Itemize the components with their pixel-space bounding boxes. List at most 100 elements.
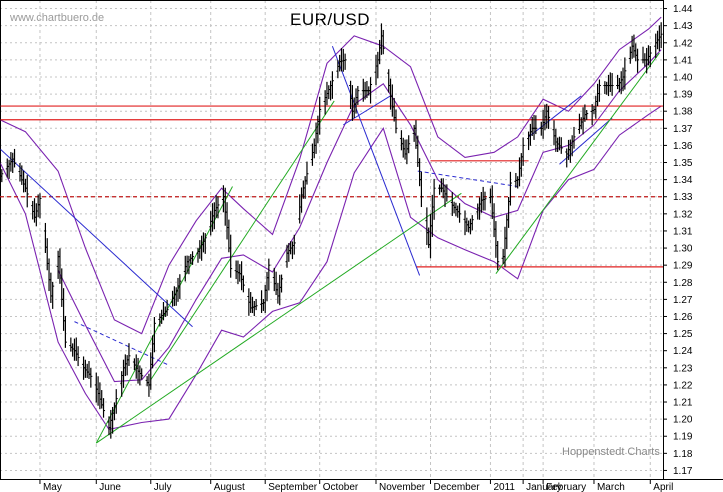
ohlc-bar: [399, 130, 403, 151]
ohlc-bar: [374, 54, 378, 86]
ohlc-bar: [494, 221, 498, 258]
ohlc-bar: [503, 226, 507, 268]
ohlc-bar: [252, 300, 256, 317]
ohlc-bar: [254, 299, 258, 311]
ohlc-bar: [249, 292, 253, 313]
ohlc-bar: [476, 203, 480, 220]
y-tick-label: 1.32: [673, 209, 693, 220]
ohlc-bar: [450, 192, 454, 216]
ohlc-bar: [468, 218, 472, 235]
ohlc-bar: [276, 282, 280, 304]
ohlc-bar: [634, 43, 638, 62]
ohlc-bar: [265, 271, 269, 302]
ohlc-bar: [69, 337, 73, 352]
y-tick-label: 1.19: [673, 432, 693, 443]
ohlc-bar: [532, 114, 536, 140]
chart-title: EUR/USD: [289, 10, 370, 29]
ohlc-bar: [657, 25, 661, 52]
ohlc-bar: [428, 213, 432, 259]
ohlc-bar: [432, 178, 436, 220]
ohlc-bar: [211, 203, 215, 232]
trend-line: [0, 148, 193, 328]
ohlc-bar: [401, 137, 405, 158]
ohlc-bar: [327, 85, 331, 100]
ohlc-bar: [597, 79, 601, 102]
trend-line: [559, 117, 613, 165]
ohlc-bar: [659, 22, 663, 49]
ohlc-bar: [152, 317, 156, 353]
x-tick-label: March: [597, 482, 625, 492]
y-tick-label: 1.27: [673, 295, 693, 306]
y-tick-label: 1.21: [673, 398, 693, 409]
ohlc-bar: [100, 390, 104, 409]
ohlc-bar: [305, 161, 309, 185]
ohlc-bar: [280, 274, 284, 293]
ohlc-bar: [38, 193, 42, 219]
ohlc-bar: [518, 157, 522, 187]
ohlc-bar: [592, 105, 596, 115]
ohlc-bar: [570, 135, 574, 157]
ohlc-bar: [36, 194, 40, 218]
ohlc-bar: [329, 80, 333, 101]
trend-line: [95, 186, 233, 444]
ohlc-bar: [74, 337, 78, 361]
ohlc-bar: [274, 271, 278, 296]
ohlc-bar: [579, 117, 583, 130]
ohlc-bar: [596, 83, 600, 107]
bollinger-band-middle: [57, 49, 662, 383]
ohlc-bar: [122, 359, 126, 388]
ohlc-bar: [572, 126, 576, 149]
y-tick-label: 1.42: [673, 38, 693, 49]
ohlc-bar: [238, 264, 242, 282]
ohlc-bar: [521, 137, 525, 166]
ohlc-bar: [87, 361, 91, 379]
ohlc-bar: [216, 196, 220, 219]
ohlc-bar: [76, 346, 80, 367]
y-tick-label: 1.33: [673, 192, 693, 203]
ohlc-bar: [290, 241, 294, 260]
ohlc-bar: [379, 23, 383, 55]
bollinger-band-upper: [0, 16, 662, 335]
y-tick-label: 1.35: [673, 158, 693, 169]
ohlc-bar: [278, 274, 282, 306]
ohlc-bar: [191, 251, 195, 265]
y-tick-label: 1.36: [673, 141, 693, 152]
ohlc-bar: [209, 211, 213, 236]
trend-line: [528, 95, 582, 138]
ohlc-bar: [608, 72, 612, 93]
x-tick-label: January: [526, 482, 562, 492]
ohlc-bar: [547, 106, 551, 129]
ohlc-bar: [62, 288, 66, 331]
ohlc-bar: [356, 85, 360, 105]
x-tick-label: June: [99, 482, 121, 492]
ohlc-bar: [203, 233, 207, 254]
ohlc-bar: [25, 175, 29, 208]
bollinger-band-lower: [0, 105, 662, 431]
x-tick-label: December: [433, 482, 480, 492]
ohlc-bar: [267, 258, 271, 291]
y-tick-label: 1.25: [673, 329, 693, 340]
y-tick-label: 1.40: [673, 72, 693, 83]
ohlc-bar: [349, 80, 353, 110]
y-tick-label: 1.31: [673, 226, 693, 237]
ohlc-bar: [581, 107, 585, 135]
ohlc-bar: [381, 29, 385, 55]
ohlc-bar: [577, 113, 581, 134]
ohlc-bar: [403, 139, 407, 160]
ohlc-bar: [623, 57, 627, 90]
ohlc-bar: [556, 137, 560, 152]
y-tick-label: 1.39: [673, 90, 693, 101]
ohlc-bar: [300, 187, 304, 213]
ohlc-bar: [559, 137, 563, 154]
ohlc-bar: [470, 215, 474, 231]
ohlc-bar: [23, 178, 27, 193]
ohlc-bar: [94, 372, 98, 403]
ohlc-bar: [628, 46, 632, 64]
ohlc-bar: [31, 200, 35, 220]
ohlc-bar: [312, 138, 316, 159]
ohlc-bar: [234, 260, 238, 280]
ohlc-bar: [98, 382, 102, 410]
ohlc-bar: [56, 250, 60, 279]
ohlc-bar: [200, 235, 204, 261]
